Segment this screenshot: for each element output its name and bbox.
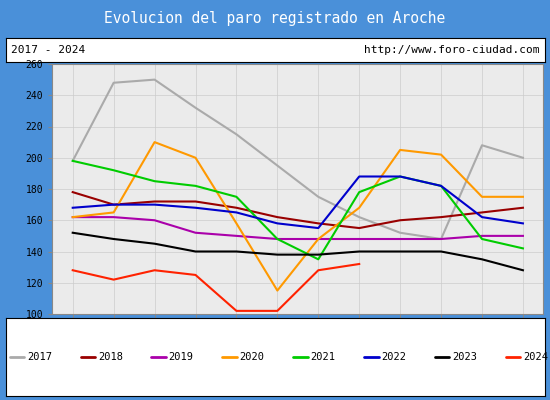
Text: Evolucion del paro registrado en Aroche: Evolucion del paro registrado en Aroche xyxy=(104,12,446,26)
Text: 2017: 2017 xyxy=(27,352,52,362)
Text: 2021: 2021 xyxy=(310,352,336,362)
Text: 2019: 2019 xyxy=(169,352,194,362)
Text: 2024: 2024 xyxy=(523,352,548,362)
Text: 2023: 2023 xyxy=(452,352,477,362)
Text: http://www.foro-ciudad.com: http://www.foro-ciudad.com xyxy=(364,45,539,55)
Text: 2022: 2022 xyxy=(381,352,406,362)
Text: 2017 - 2024: 2017 - 2024 xyxy=(11,45,85,55)
Text: 2020: 2020 xyxy=(240,352,265,362)
Text: 2018: 2018 xyxy=(98,352,123,362)
